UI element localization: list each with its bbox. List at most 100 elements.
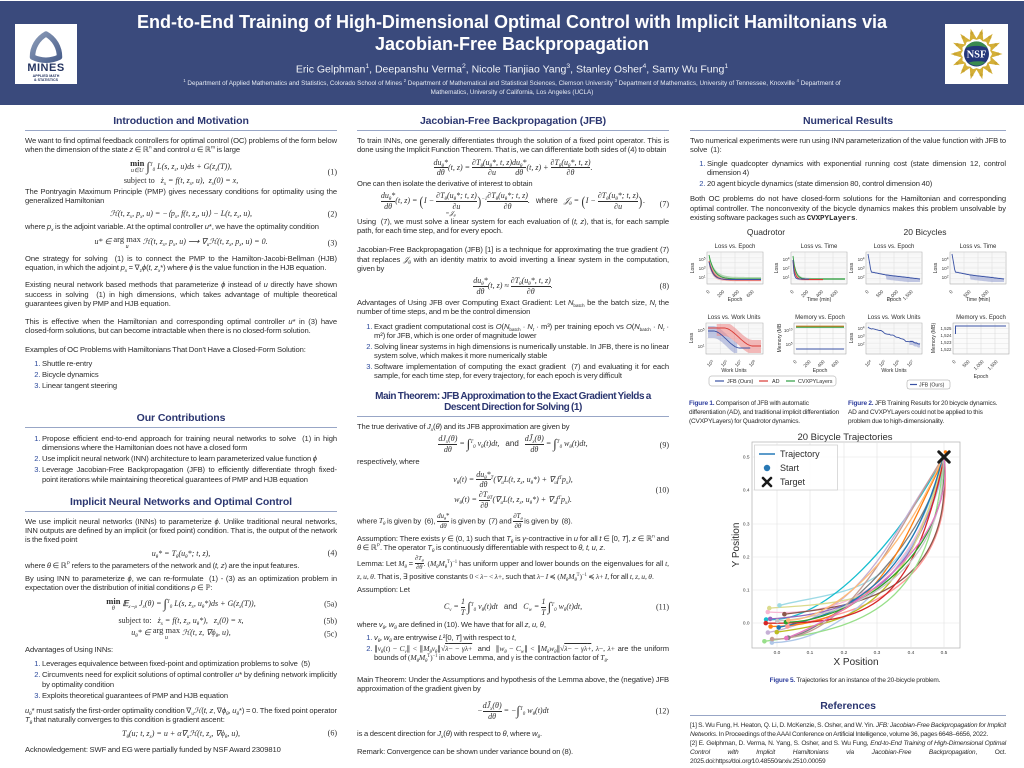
- svg-text:600: 600: [831, 359, 841, 369]
- svg-text:1,523: 1,523: [941, 340, 953, 345]
- svg-text:200: 200: [716, 289, 726, 299]
- svg-text:103: 103: [706, 359, 716, 369]
- svg-text:105: 105: [878, 359, 888, 369]
- svg-text:Loss vs. Time: Loss vs. Time: [801, 244, 838, 250]
- svg-text:Loss: Loss: [690, 262, 696, 273]
- svg-text:Memory (MB: Memory (MB: [777, 323, 783, 352]
- svg-text:0.3: 0.3: [874, 650, 881, 656]
- svg-text:1,524: 1,524: [941, 333, 953, 338]
- svg-text:1,500: 1,500: [987, 359, 1000, 372]
- svg-text:Epoch: Epoch: [813, 368, 828, 374]
- svg-text:20 Bicycles: 20 Bicycles: [904, 227, 947, 237]
- svg-text:400: 400: [731, 289, 741, 299]
- svg-text:Work Units: Work Units: [881, 368, 907, 374]
- svg-text:Epoch: Epoch: [887, 297, 902, 303]
- svg-text:103: 103: [699, 265, 706, 271]
- svg-text:105: 105: [698, 327, 705, 333]
- svg-text:107: 107: [734, 359, 744, 369]
- svg-text:0: 0: [789, 289, 795, 295]
- svg-text:Loss vs. Epoch: Loss vs. Epoch: [715, 244, 756, 250]
- svg-text:Start: Start: [780, 463, 800, 473]
- svg-text:Trajectory: Trajectory: [780, 449, 820, 459]
- svg-text:0.0: 0.0: [774, 650, 781, 656]
- svg-text:Target: Target: [780, 477, 806, 487]
- svg-text:Loss: Loss: [689, 332, 695, 343]
- svg-text:Loss: Loss: [849, 332, 855, 343]
- svg-text:500: 500: [962, 359, 972, 369]
- svg-text:0: 0: [951, 359, 957, 365]
- svg-text:Epoch: Epoch: [728, 297, 743, 303]
- svg-text:102: 102: [942, 274, 949, 280]
- svg-text:1,525: 1,525: [941, 326, 953, 331]
- svg-text:106: 106: [892, 359, 902, 369]
- svg-text:Time (min): Time (min): [807, 297, 832, 303]
- svg-text:1010: 1010: [784, 327, 793, 333]
- svg-text:AD: AD: [772, 379, 780, 385]
- svg-text:0.3: 0.3: [743, 522, 750, 528]
- svg-text:104: 104: [864, 359, 874, 369]
- svg-text:0: 0: [792, 359, 798, 365]
- svg-text:102: 102: [783, 265, 790, 271]
- svg-text:101: 101: [699, 274, 706, 280]
- svg-text:Y Position: Y Position: [731, 523, 742, 568]
- svg-text:0.4: 0.4: [743, 488, 750, 494]
- svg-text:20 Bicycle Trajectories: 20 Bicycle Trajectories: [797, 432, 892, 443]
- svg-text:0.4: 0.4: [908, 650, 915, 656]
- svg-text:105: 105: [720, 359, 730, 369]
- svg-text:101: 101: [783, 274, 790, 280]
- svg-text:0.0: 0.0: [743, 621, 750, 627]
- svg-text:Quadrotor: Quadrotor: [747, 227, 785, 237]
- svg-text:Time (min): Time (min): [966, 297, 991, 303]
- svg-text:Loss vs. Epoch: Loss vs. Epoch: [874, 244, 915, 250]
- svg-text:102: 102: [858, 274, 865, 280]
- svg-text:Memory (MB): Memory (MB): [931, 323, 937, 354]
- svg-text:0: 0: [948, 289, 954, 295]
- svg-text:500: 500: [963, 289, 973, 299]
- svg-text:103: 103: [942, 265, 949, 271]
- svg-text:102: 102: [858, 341, 865, 347]
- svg-text:0.2: 0.2: [841, 650, 848, 656]
- svg-text:Memory vs. Epoch: Memory vs. Epoch: [956, 315, 1006, 321]
- svg-text:Loss vs. Work Units: Loss vs. Work Units: [708, 315, 761, 321]
- svg-text:101: 101: [698, 343, 705, 349]
- svg-text:0.2: 0.2: [743, 555, 750, 561]
- svg-text:NSF: NSF: [967, 50, 987, 61]
- svg-text:104: 104: [942, 256, 949, 262]
- svg-text:0: 0: [864, 289, 870, 295]
- svg-text:CVXPYLayers: CVXPYLayers: [798, 379, 833, 385]
- svg-text:105: 105: [786, 341, 793, 347]
- svg-text:Loss vs. Time: Loss vs. Time: [960, 244, 997, 250]
- svg-text:X Position: X Position: [833, 657, 878, 668]
- svg-text:0: 0: [705, 289, 711, 295]
- svg-text:200: 200: [800, 289, 810, 299]
- svg-text:Memory vs. Epoch: Memory vs. Epoch: [795, 315, 845, 321]
- svg-text:JFB (Ours): JFB (Ours): [919, 383, 945, 389]
- svg-text:600: 600: [830, 289, 840, 299]
- svg-text:109: 109: [748, 359, 758, 369]
- svg-text:1,500: 1,500: [902, 289, 915, 302]
- svg-text:1,000: 1,000: [973, 359, 986, 372]
- svg-text:104: 104: [858, 325, 865, 331]
- svg-text:& STATISTICS: & STATISTICS: [34, 78, 59, 82]
- svg-text:103: 103: [858, 265, 865, 271]
- svg-text:0.1: 0.1: [743, 588, 750, 594]
- svg-text:104: 104: [858, 256, 865, 262]
- svg-text:400: 400: [817, 359, 827, 369]
- svg-text:1,522: 1,522: [941, 347, 953, 352]
- svg-text:200: 200: [803, 359, 813, 369]
- svg-text:400: 400: [815, 289, 825, 299]
- svg-text:105: 105: [699, 256, 706, 262]
- svg-text:Loss: Loss: [933, 262, 939, 273]
- svg-text:JFB (Ours): JFB (Ours): [727, 379, 754, 385]
- svg-text:Loss vs. Work Units: Loss vs. Work Units: [868, 315, 921, 321]
- svg-text:600: 600: [746, 289, 756, 299]
- svg-text:Loss: Loss: [849, 262, 855, 273]
- svg-text:Loss: Loss: [774, 262, 780, 273]
- svg-text:Epoch: Epoch: [974, 374, 989, 380]
- svg-text:0.1: 0.1: [807, 650, 814, 656]
- svg-text:500: 500: [875, 289, 885, 299]
- svg-text:103: 103: [858, 333, 865, 339]
- svg-text:Work Units: Work Units: [721, 368, 747, 374]
- svg-text:0.5: 0.5: [941, 650, 948, 656]
- svg-text:MINES: MINES: [27, 62, 64, 74]
